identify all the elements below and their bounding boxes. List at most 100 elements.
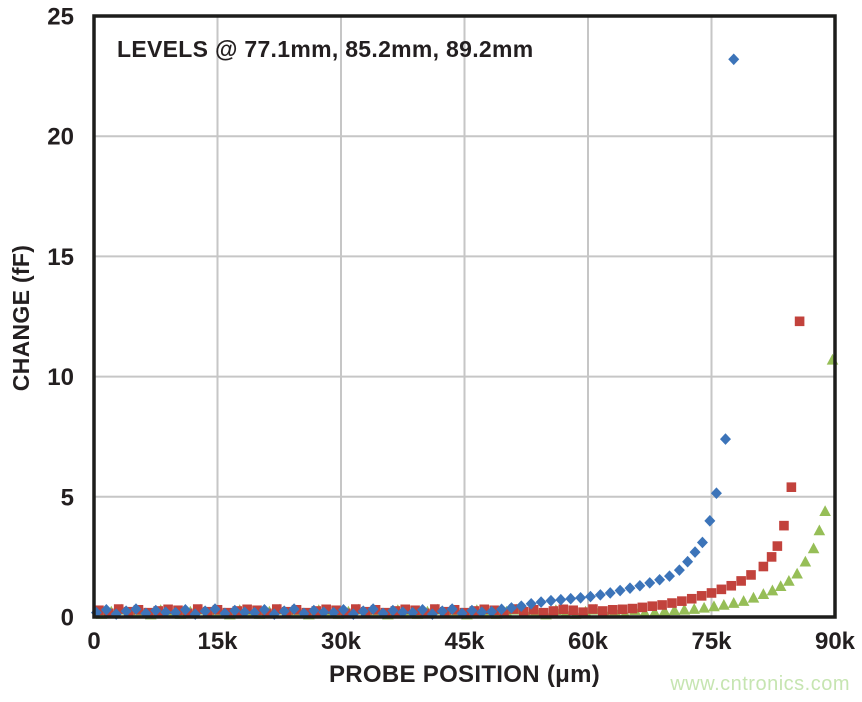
data-point-diamond <box>120 605 132 618</box>
x-tick-label: 15k <box>197 628 238 655</box>
x-axis-title: PROBE POSITION (μm) <box>328 661 601 688</box>
data-point-diamond <box>130 603 142 615</box>
data-point-diamond <box>278 605 290 618</box>
data-point-diamond <box>689 546 701 558</box>
data-point-triangle <box>658 604 671 616</box>
data-point-square <box>104 608 114 619</box>
data-point-square <box>588 604 598 614</box>
data-point-diamond <box>288 603 300 615</box>
data-point-diamond <box>446 603 458 615</box>
data-point-diamond <box>357 605 369 618</box>
axis-tick-labels: 0 5 10 15 20 25 0 15k 30k 45k 60k 75k 90k <box>47 4 855 656</box>
data-point-square <box>528 604 539 615</box>
watermark-text: www.cntronics.com <box>670 673 850 695</box>
x-tick-label: 30k <box>321 628 362 655</box>
data-point-square <box>430 604 440 614</box>
data-point-square <box>637 602 648 613</box>
data-point-triangle <box>813 524 826 536</box>
data-point-square <box>548 606 559 616</box>
data-point-square <box>617 604 628 615</box>
data-point-square <box>113 604 124 614</box>
data-point-diamond <box>710 487 722 499</box>
data-point-square <box>341 608 351 619</box>
data-point-diamond <box>614 584 626 597</box>
data-point-square <box>772 541 783 551</box>
y-tick-label: 20 <box>47 124 74 151</box>
data-point-square <box>627 603 638 614</box>
data-point-triangle <box>819 505 831 517</box>
data-point-diamond <box>565 592 577 605</box>
data-point-triangle <box>757 588 770 599</box>
y-tick-label: 25 <box>47 4 74 31</box>
data-point-triangle <box>727 597 740 608</box>
data-point-diamond <box>644 577 656 589</box>
data-point-square <box>607 604 618 615</box>
data-point-diamond <box>505 602 517 614</box>
data-point-diamond <box>696 536 708 549</box>
x-tick-label: 45k <box>444 628 485 655</box>
data-point-square <box>716 584 727 595</box>
data-point-diamond <box>682 555 694 568</box>
y-tick-label: 10 <box>47 364 74 391</box>
data-point-diamond <box>664 570 676 582</box>
data-point-diamond <box>100 603 112 616</box>
x-tick-label: 90k <box>815 628 856 655</box>
x-tick-label: 60k <box>568 628 609 655</box>
data-point-diamond <box>258 603 270 616</box>
data-point-diamond <box>150 604 162 617</box>
data-point-square <box>706 588 717 598</box>
data-point-square <box>518 606 529 617</box>
data-point-diamond <box>594 589 606 601</box>
levels-annotation: LEVELS @ 77.1mm, 85.2mm, 89.2mm <box>117 36 534 62</box>
data-point-triangle <box>807 542 820 554</box>
data-point-diamond <box>436 605 448 618</box>
series-triangle <box>95 353 839 620</box>
data-point-diamond <box>387 604 399 617</box>
x-tick-label: 75k <box>691 628 732 655</box>
x-tick-label: 0 <box>87 628 100 655</box>
data-point-triangle <box>698 601 710 613</box>
data-point-diamond <box>515 600 527 612</box>
data-point-diamond <box>337 603 349 616</box>
data-point-square <box>578 607 588 617</box>
data-point-square <box>271 604 282 614</box>
data-point-diamond <box>719 433 731 445</box>
data-point-triangle <box>668 604 681 616</box>
data-point-diamond <box>318 606 330 618</box>
data-point-square <box>746 570 756 580</box>
gridlines <box>94 16 835 617</box>
data-point-square <box>420 608 430 619</box>
series-diamond <box>90 53 740 620</box>
data-point-square <box>758 561 769 572</box>
data-point-triangle <box>648 606 661 617</box>
y-tick-label: 5 <box>61 484 74 511</box>
data-point-diamond <box>575 591 587 604</box>
data-point-diamond <box>229 604 241 617</box>
data-point-diamond <box>654 573 666 586</box>
y-tick-label: 15 <box>47 244 74 271</box>
data-point-triangle <box>737 595 750 606</box>
data-point-square <box>736 576 746 586</box>
data-point-diamond <box>728 53 740 66</box>
data-point-diamond <box>199 605 211 618</box>
data-point-diamond <box>308 604 320 617</box>
data-point-triangle <box>799 555 812 567</box>
data-point-square <box>568 605 578 616</box>
data-point-diamond <box>545 594 557 607</box>
data-point-triangle <box>678 603 691 615</box>
data-point-diamond <box>476 606 488 618</box>
data-point-diamond <box>555 593 567 606</box>
data-point-square <box>499 608 509 619</box>
data-point-diamond <box>496 603 508 616</box>
data-point-diamond <box>179 603 191 616</box>
data-point-square <box>786 482 797 492</box>
data-point-square <box>598 606 608 616</box>
data-point-diamond <box>486 605 498 618</box>
data-point-square <box>351 604 361 614</box>
data-point-square <box>657 600 667 610</box>
data-point-diamond <box>397 606 409 618</box>
data-point-diamond <box>466 604 478 617</box>
data-point-diamond <box>624 582 636 594</box>
data-point-triangle <box>747 591 760 603</box>
